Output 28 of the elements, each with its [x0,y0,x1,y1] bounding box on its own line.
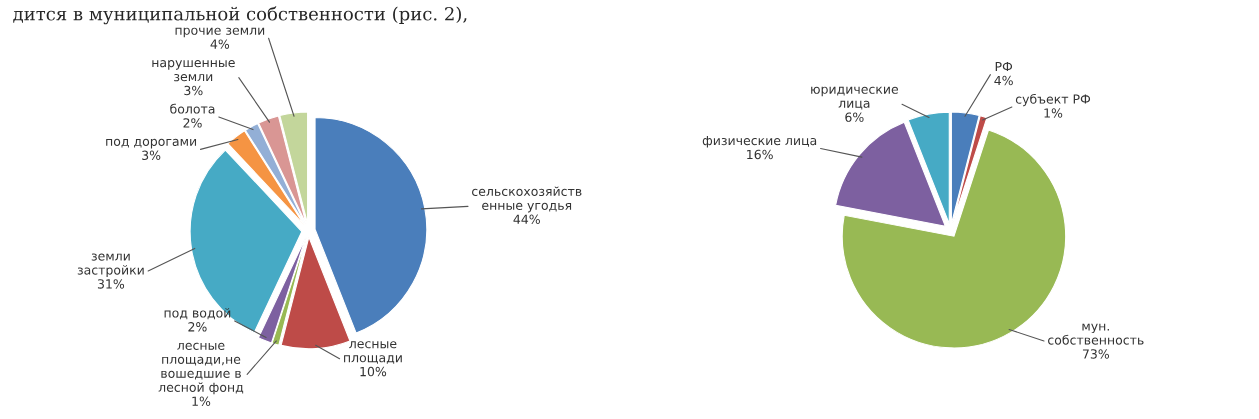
data-label: 2% [183,118,202,128]
slice-label: нарушенные земли [152,60,235,82]
slice-label: лесные площади [344,341,402,364]
slice-label: болота [170,103,215,114]
data-label: 4% [210,39,230,49]
slice-label: РФ [995,61,1013,72]
data-label: 4% [994,75,1013,86]
data-label: 44% [513,214,540,224]
slice-label: юридические лица [811,86,899,110]
slice-label: прочие земли [175,27,265,38]
data-label: 2% [188,322,207,332]
data-label: 3% [184,85,203,96]
slice-label: под дорогами [106,138,197,149]
data-label: 3% [142,150,161,161]
data-label: 16% [747,149,773,160]
slice-label: мун. собственность [1048,323,1144,345]
data-label: 73% [1082,349,1110,359]
slice-label: сельскохозяйств енные угодья [472,186,582,213]
data-label: 6% [845,112,864,122]
text: дится в муниципальной собственности (рис. 2), [13,6,467,25]
data-label: 1% [1044,108,1063,118]
data-label: 1% [192,396,211,406]
data-label: 31% [97,279,125,289]
data-label: 10% [360,366,387,377]
slice-label: земли застройки [77,253,144,278]
slice-label: физические лица [702,135,817,148]
slice-label: субъект РФ [1015,93,1091,107]
slice-label: лесные площади,не вошедшие в лесной фонд [158,342,244,395]
